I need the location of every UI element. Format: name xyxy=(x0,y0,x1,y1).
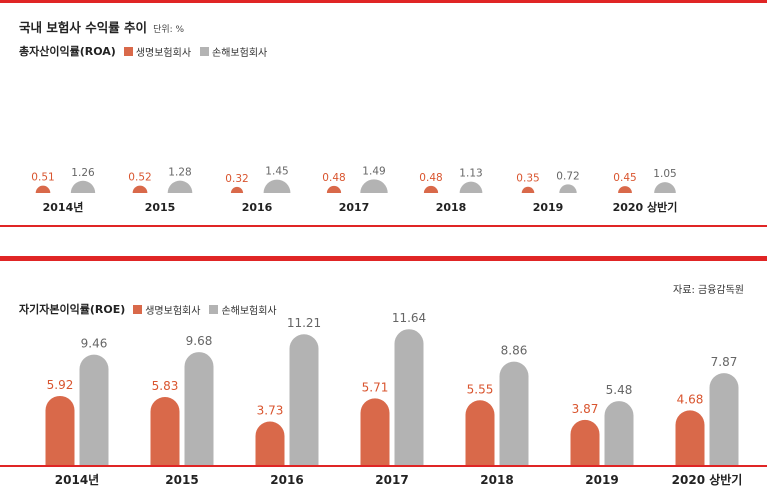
roe-life-bar xyxy=(675,410,705,465)
roe-nonlife-bar xyxy=(499,361,529,465)
nonlife-swatch xyxy=(209,304,219,314)
roe-life-value-label: 3.73 xyxy=(257,403,284,417)
roa-life-dome xyxy=(618,186,632,193)
roe-life-bar xyxy=(570,419,600,465)
roa-category-label: 2018 xyxy=(436,201,467,214)
roe-legend-nonlife-label: 손해보험회사 xyxy=(221,305,277,317)
roe-legend: 자기자본이익률(ROE) 생명보험회사 손해보험회사 xyxy=(19,301,286,317)
roe-category-label: 2018 xyxy=(480,473,513,487)
roa-nonlife-value-label: 1.49 xyxy=(362,165,385,177)
roa-category-label: 2015 xyxy=(145,201,176,214)
roe-nonlife-bar xyxy=(604,401,634,465)
roa-nonlife-value-label: 1.05 xyxy=(653,168,676,180)
roa-nonlife-dome xyxy=(654,182,676,193)
roe-category-label: 2014년 xyxy=(55,473,99,487)
roa-nonlife-value-label: 1.26 xyxy=(71,167,95,179)
roa-category-label: 2020 상반기 xyxy=(613,200,678,214)
roa-life-dome xyxy=(35,185,51,193)
roe-life-bar xyxy=(150,396,180,465)
roa-legend-life-label: 생명보험회사 xyxy=(135,47,192,59)
roe-life-value-label: 5.55 xyxy=(467,382,494,396)
roa-legend-nonlife: 손해보험회사 xyxy=(200,44,267,59)
roe-category-label: 2015 xyxy=(165,473,198,487)
roa-category-label: 2014년 xyxy=(43,200,84,214)
roe-legend-life: 생명보험회사 xyxy=(133,302,200,317)
nonlife-swatch xyxy=(200,46,210,56)
roa-nonlife-value-label: 0.72 xyxy=(556,170,579,182)
roe-nonlife-value-label: 9.68 xyxy=(186,334,213,348)
roe-life-value-label: 5.92 xyxy=(47,378,74,392)
roa-legend-nonlife-label: 손해보험회사 xyxy=(212,47,268,59)
roe-nonlife-value-label: 5.48 xyxy=(606,383,633,397)
roa-nonlife-dome xyxy=(559,184,577,193)
roa-life-value-label: 0.51 xyxy=(31,172,54,184)
roe-life-bar xyxy=(45,395,75,465)
roa-life-dome xyxy=(326,185,342,193)
page-title: 국내 보험사 수익률 추이 단위: % xyxy=(19,17,184,36)
roe-life-bar xyxy=(255,421,285,465)
roa-nonlife-value-label: 1.13 xyxy=(459,168,482,180)
roe-legend-life-label: 생명보험회사 xyxy=(145,305,201,317)
roe-life-value-label: 4.68 xyxy=(677,392,704,406)
roe-nonlife-bar xyxy=(79,354,109,465)
roa-nonlife-value-label: 1.45 xyxy=(265,166,288,178)
roe-nonlife-value-label: 8.86 xyxy=(501,344,528,358)
roa-life-dome xyxy=(230,186,244,193)
roa-category-label: 2017 xyxy=(339,201,370,214)
roa-baseline xyxy=(0,225,767,227)
roa-life-value-label: 0.48 xyxy=(419,172,442,184)
roa-nonlife-dome xyxy=(263,179,291,193)
roa-life-dome xyxy=(423,185,439,193)
top-rule xyxy=(0,0,767,3)
roa-life-dome xyxy=(132,185,148,193)
roe-life-bar xyxy=(465,400,495,465)
roe-nonlife-bar xyxy=(709,373,739,465)
roe-life-value-label: 5.83 xyxy=(152,379,179,393)
roe-nonlife-value-label: 11.21 xyxy=(287,316,321,330)
roe-category-label: 2017 xyxy=(375,473,408,487)
roa-life-value-label: 0.35 xyxy=(516,173,539,185)
roa-category-label: 2016 xyxy=(242,201,273,214)
roa-category-label: 2019 xyxy=(533,201,564,214)
roa-chart-title: 총자산이익률(ROA) xyxy=(19,45,116,58)
roa-life-value-label: 0.52 xyxy=(128,172,151,184)
unit-label: 단위: % xyxy=(153,25,185,35)
roe-baseline xyxy=(0,465,767,467)
roa-life-value-label: 0.32 xyxy=(225,173,248,185)
roe-nonlife-value-label: 11.64 xyxy=(392,311,426,325)
roe-legend-nonlife: 손해보험회사 xyxy=(209,302,277,317)
roa-nonlife-dome xyxy=(360,179,388,193)
roa-life-value-label: 0.45 xyxy=(613,172,636,184)
roa-nonlife-value-label: 1.28 xyxy=(168,167,191,179)
roa-nonlife-dome xyxy=(70,180,96,193)
life-swatch xyxy=(123,46,133,56)
section-divider xyxy=(0,256,767,261)
life-swatch xyxy=(133,304,143,314)
roe-life-value-label: 5.71 xyxy=(362,380,389,394)
roa-life-value-label: 0.48 xyxy=(322,172,345,184)
roa-nonlife-dome xyxy=(459,181,483,193)
source-note: 자료: 금융감독원 xyxy=(673,285,744,296)
roe-nonlife-value-label: 7.87 xyxy=(711,355,738,369)
roa-life-dome xyxy=(521,186,535,193)
page-title-text: 국내 보험사 수익률 추이 xyxy=(19,20,148,35)
roe-nonlife-bar xyxy=(394,329,424,465)
roa-legend: 총자산이익률(ROA) 생명보험회사 손해보험회사 xyxy=(19,43,276,59)
roe-category-label: 2016 xyxy=(270,473,303,487)
roa-legend-life: 생명보험회사 xyxy=(123,44,192,59)
roe-chart-title: 자기자본이익률(ROE) xyxy=(19,303,126,316)
roe-nonlife-bar xyxy=(184,352,214,465)
roe-life-bar xyxy=(360,398,390,465)
roe-category-label: 2019 xyxy=(585,473,618,487)
roe-nonlife-value-label: 9.46 xyxy=(81,337,108,351)
roe-life-value-label: 3.87 xyxy=(572,402,599,416)
roe-category-label: 2020 상반기 xyxy=(672,472,743,487)
roa-nonlife-dome xyxy=(167,180,193,193)
roe-nonlife-bar xyxy=(289,334,319,465)
